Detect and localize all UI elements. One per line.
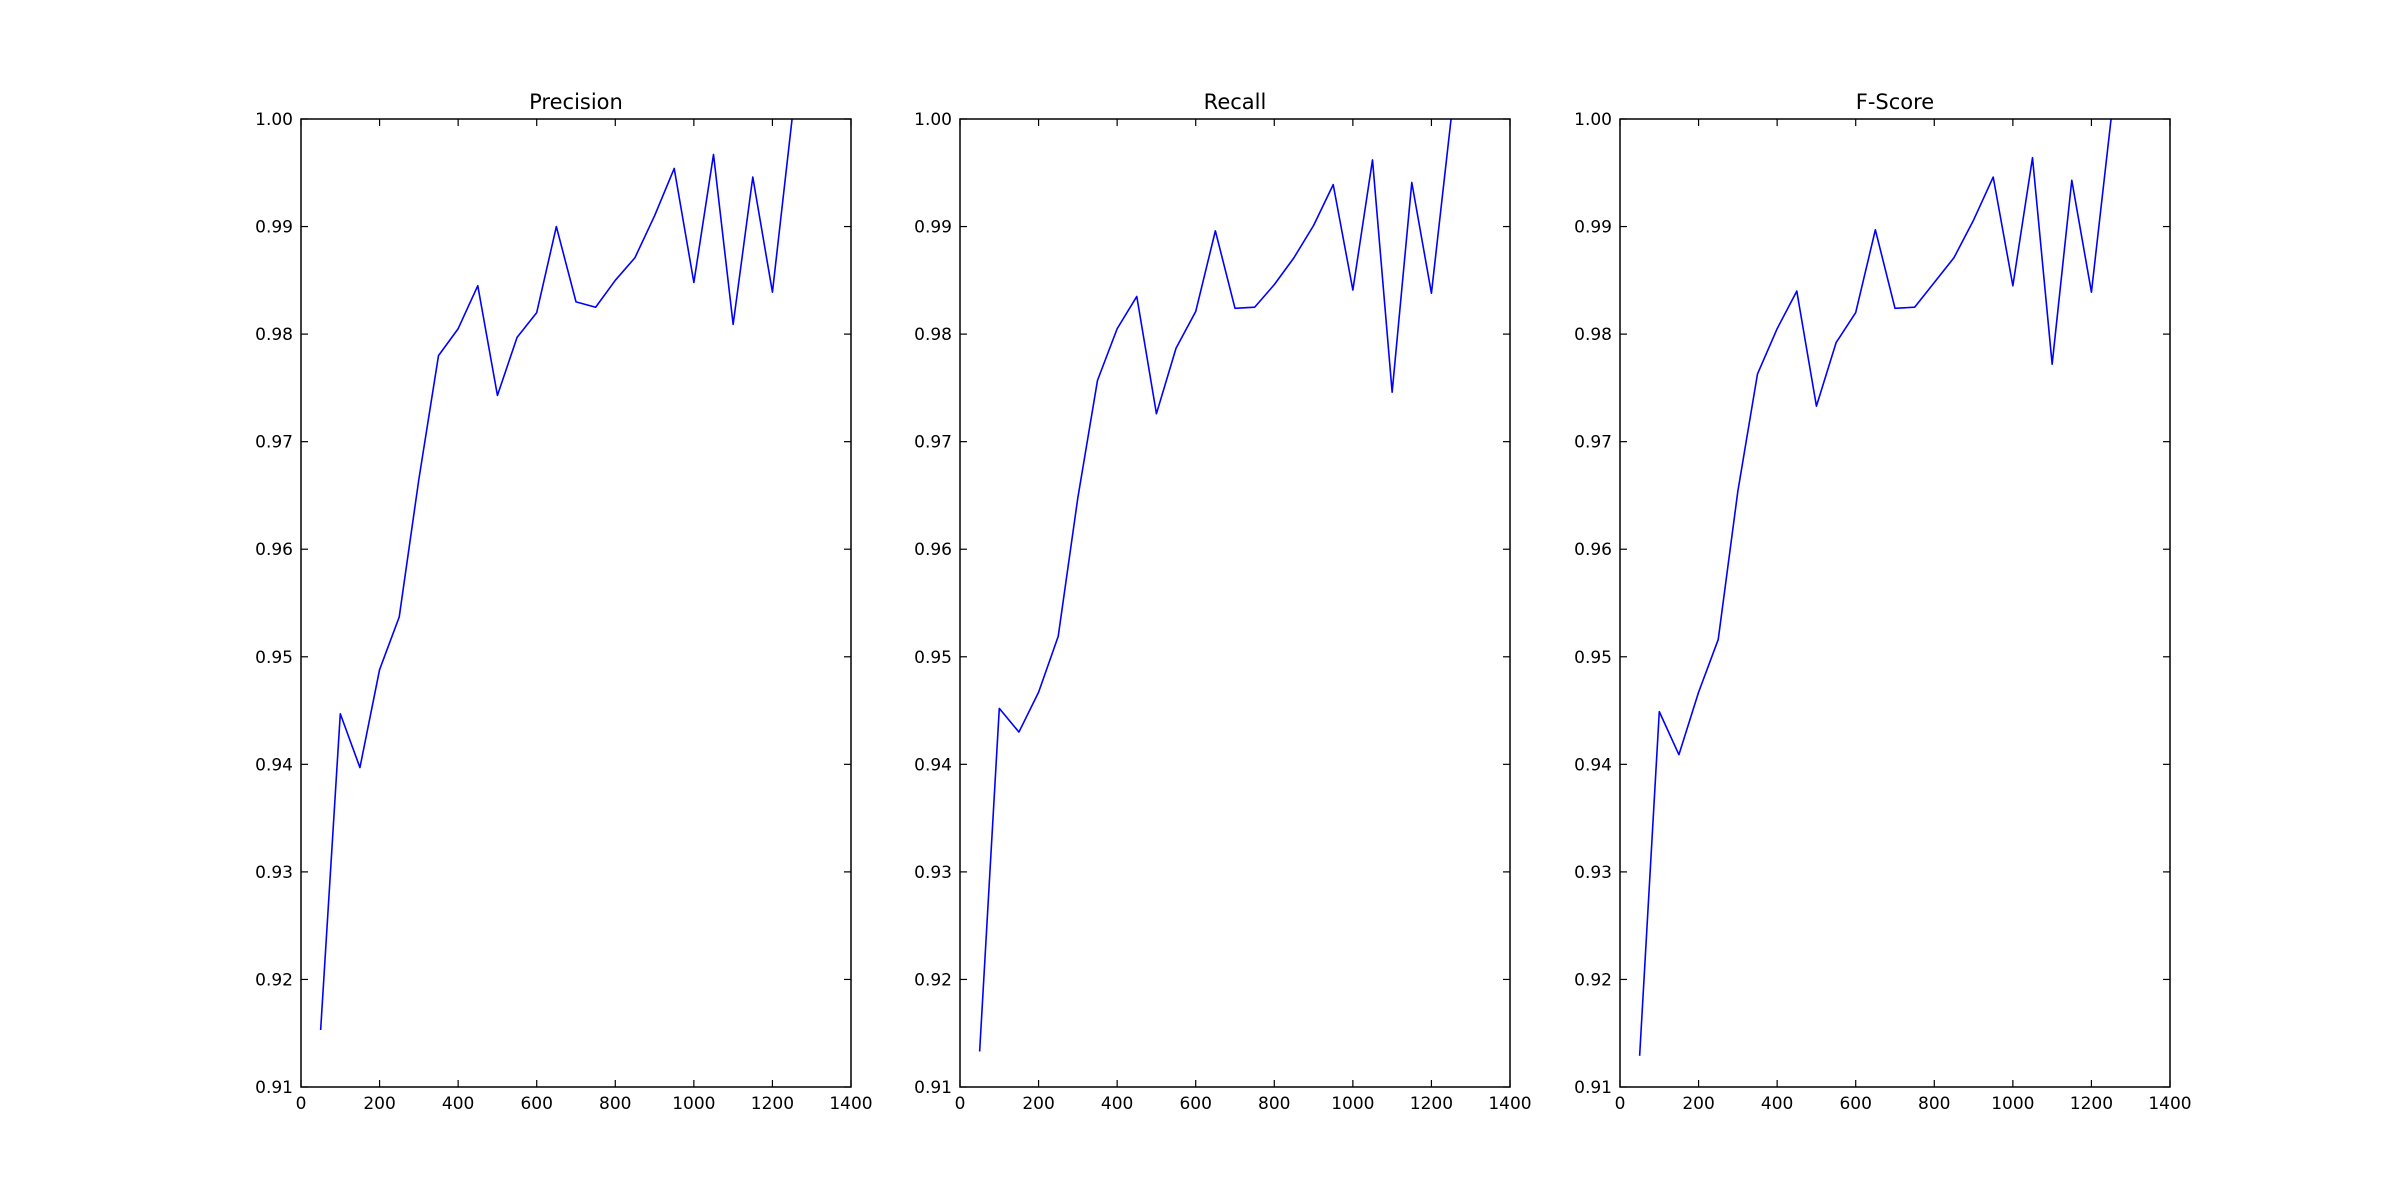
x-tick-label: 400 (1761, 1094, 1793, 1114)
y-tick-label: 0.93 (1574, 863, 1612, 883)
y-tick-label: 1.00 (1574, 110, 1612, 130)
x-tick-label: 600 (1179, 1094, 1211, 1114)
y-tick-label: 0.97 (914, 433, 952, 453)
x-tick-label: 0 (296, 1094, 307, 1114)
x-tick-label: 1200 (751, 1094, 794, 1114)
y-tick-label: 0.94 (1574, 755, 1612, 775)
subplot-1: Precision 0 200 400 600 800 1000 1200 1400 0.91 0.… (255, 90, 872, 1114)
y-tick-label: 0.96 (1574, 540, 1612, 560)
y-tick-label: 0.91 (255, 1078, 293, 1098)
y-tick-label: 0.95 (255, 648, 293, 668)
x-tick-label: 800 (1918, 1094, 1950, 1114)
x-tick-label: 1200 (2070, 1094, 2113, 1114)
x-tick-label: 0 (955, 1094, 966, 1114)
x-tick-label: 200 (1022, 1094, 1054, 1114)
x-tick-label: 800 (1258, 1094, 1290, 1114)
x-tick-label: 200 (363, 1094, 395, 1114)
subplot-3: F-Score 0 200 400 600 800 1000 1200 1400 0.91 0.92… (1574, 90, 2191, 1114)
y-tick-label: 0.95 (914, 648, 952, 668)
series-line (1638, 119, 2112, 1056)
axes-frame (300, 118, 852, 1088)
chart-title: Recall (1204, 90, 1267, 114)
chart-title: Precision (529, 90, 623, 114)
y-tick-label: 1.00 (255, 110, 293, 130)
y-tick-label: 0.97 (1574, 433, 1612, 453)
x-tick-label: 200 (1682, 1094, 1714, 1114)
y-tick-label: 0.93 (255, 863, 293, 883)
x-tick-label: 400 (442, 1094, 474, 1114)
y-tick-label: 0.98 (255, 325, 293, 345)
y-tick-label: 0.91 (1574, 1078, 1612, 1098)
subplot-2: Recall 0 200 400 600 800 1000 1200 1400 0.91 0.92 0… (914, 90, 1531, 1114)
y-tick-label: 0.94 (914, 755, 952, 775)
y-tick-label: 0.92 (255, 970, 293, 990)
y-tick-label: 0.99 (914, 218, 952, 238)
axes-frame (1619, 118, 2171, 1088)
x-tick-label: 800 (599, 1094, 631, 1114)
y-tick-label: 0.96 (255, 540, 293, 560)
x-tick-label: 1400 (829, 1094, 872, 1114)
x-tick-label: 1400 (1488, 1094, 1531, 1114)
chart-title: F-Score (1856, 90, 1934, 114)
x-tick-label: 1000 (672, 1094, 715, 1114)
y-tick-label: 0.94 (255, 755, 293, 775)
y-tick-label: 0.97 (255, 433, 293, 453)
y-tick-label: 0.92 (914, 970, 952, 990)
x-tick-label: 1000 (1991, 1094, 2034, 1114)
series-line (319, 119, 793, 1031)
y-tick-label: 0.99 (255, 218, 293, 238)
x-tick-label: 600 (520, 1094, 552, 1114)
y-tick-label: 0.93 (914, 863, 952, 883)
x-tick-label: 1400 (2148, 1094, 2191, 1114)
y-tick-label: 0.98 (1574, 325, 1612, 345)
x-tick-label: 1000 (1331, 1094, 1374, 1114)
y-tick-label: 0.91 (914, 1078, 952, 1098)
y-tick-label: 0.99 (1574, 218, 1612, 238)
y-tick-label: 0.96 (914, 540, 952, 560)
y-tick-label: 0.92 (1574, 970, 1612, 990)
x-tick-label: 600 (1839, 1094, 1871, 1114)
axes-frame (959, 118, 1511, 1088)
series-line (978, 119, 1452, 1052)
y-tick-label: 0.95 (1574, 648, 1612, 668)
x-tick-label: 1200 (1410, 1094, 1453, 1114)
y-tick-label: 0.98 (914, 325, 952, 345)
y-tick-label: 1.00 (914, 110, 952, 130)
x-tick-label: 400 (1101, 1094, 1133, 1114)
x-tick-label: 0 (1615, 1094, 1626, 1114)
